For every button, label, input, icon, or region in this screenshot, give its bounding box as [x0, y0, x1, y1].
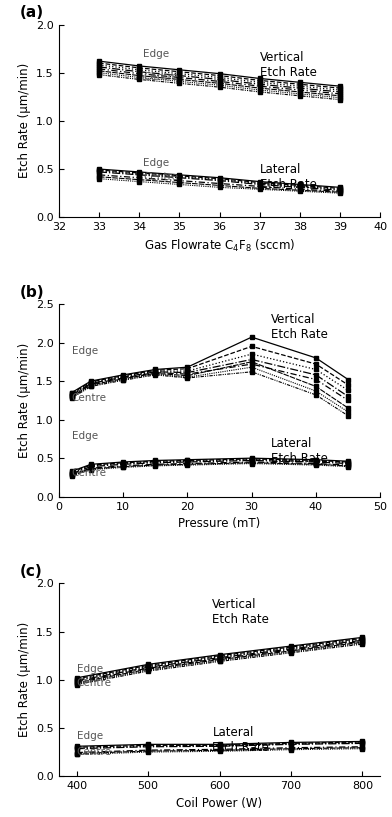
Text: Lateral
Etch Rate: Lateral Etch Rate	[212, 726, 269, 754]
Text: Centre: Centre	[72, 468, 107, 478]
Text: (b): (b)	[20, 285, 44, 300]
Text: Edge: Edge	[143, 49, 169, 59]
X-axis label: Gas Flowrate C$_4$F$_8$ (sccm): Gas Flowrate C$_4$F$_8$ (sccm)	[144, 238, 295, 254]
Text: Centre: Centre	[72, 393, 107, 403]
Text: Edge: Edge	[72, 346, 98, 355]
Text: (a): (a)	[20, 6, 44, 20]
X-axis label: Pressure (mT): Pressure (mT)	[178, 517, 261, 530]
Y-axis label: Etch Rate (μm/min): Etch Rate (μm/min)	[18, 623, 31, 738]
Y-axis label: Etch Rate (μm/min): Etch Rate (μm/min)	[18, 342, 31, 458]
X-axis label: Coil Power (W): Coil Power (W)	[176, 797, 263, 810]
Text: Edge: Edge	[143, 158, 169, 168]
Text: Vertical
Etch Rate: Vertical Etch Rate	[212, 598, 269, 626]
Text: Lateral
Etch Rate: Lateral Etch Rate	[271, 436, 328, 465]
Text: Lateral
Etch Rate: Lateral Etch Rate	[260, 163, 317, 191]
Y-axis label: Etch Rate (μm/min): Etch Rate (μm/min)	[18, 63, 31, 178]
Text: Edge: Edge	[77, 731, 103, 741]
Text: Vertical
Etch Rate: Vertical Etch Rate	[271, 313, 328, 342]
Text: (c): (c)	[20, 565, 42, 579]
Text: Centre: Centre	[77, 678, 112, 689]
Text: Centre: Centre	[143, 73, 178, 83]
Text: Vertical
Etch Rate: Vertical Etch Rate	[260, 51, 317, 79]
Text: Edge: Edge	[72, 431, 98, 441]
Text: Edge: Edge	[77, 664, 103, 674]
Text: Centre: Centre	[77, 748, 112, 757]
Text: Centre: Centre	[143, 172, 178, 181]
